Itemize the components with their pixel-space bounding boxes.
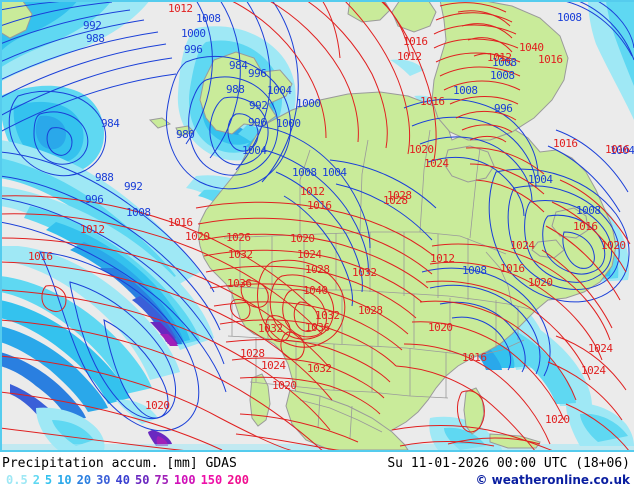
scale-stop-200: 200 [227, 473, 249, 487]
weather-map-canvas[interactable]: 992 988 1012 1008 1000 996 1008 984 996 988 1004 99… [0, 0, 634, 452]
scale-stop-5: 5 [44, 473, 53, 487]
footer-bar: Precipitation accum. [mm] GDAS Su 11-01-… [0, 452, 634, 490]
scale-stop-2: 2 [32, 473, 40, 487]
map-frame-top [0, 0, 634, 2]
chart-title: Precipitation accum. [mm] GDAS [2, 456, 237, 471]
map-vector-layer [0, 0, 634, 452]
precipitation-color-scale: 0.5 2 5 10 20 30 40 50 75 100 150 200 [6, 473, 254, 487]
scale-stop-0.5: 0.5 [6, 473, 28, 487]
map-frame-left [0, 0, 2, 452]
scale-stop-10: 10 [57, 473, 72, 487]
political-borders-layer [223, 129, 535, 439]
scale-stop-40: 40 [115, 473, 130, 487]
model-run-timestamp: Su 11-01-2026 00:00 UTC (18+06) [387, 456, 630, 471]
scale-stop-30: 30 [96, 473, 111, 487]
copyright-notice: © weatheronline.co.uk [475, 473, 630, 487]
scale-stop-20: 20 [76, 473, 92, 487]
landmass-layer [0, 0, 617, 451]
scale-stop-150: 150 [200, 473, 223, 487]
scale-stop-75: 75 [154, 473, 169, 487]
scale-stop-50: 50 [134, 473, 150, 487]
map-frame-bottom [0, 450, 634, 452]
isobars-high-layer [0, 0, 631, 452]
scale-stop-100: 100 [173, 473, 196, 487]
isobars-low-layer [0, 0, 634, 432]
